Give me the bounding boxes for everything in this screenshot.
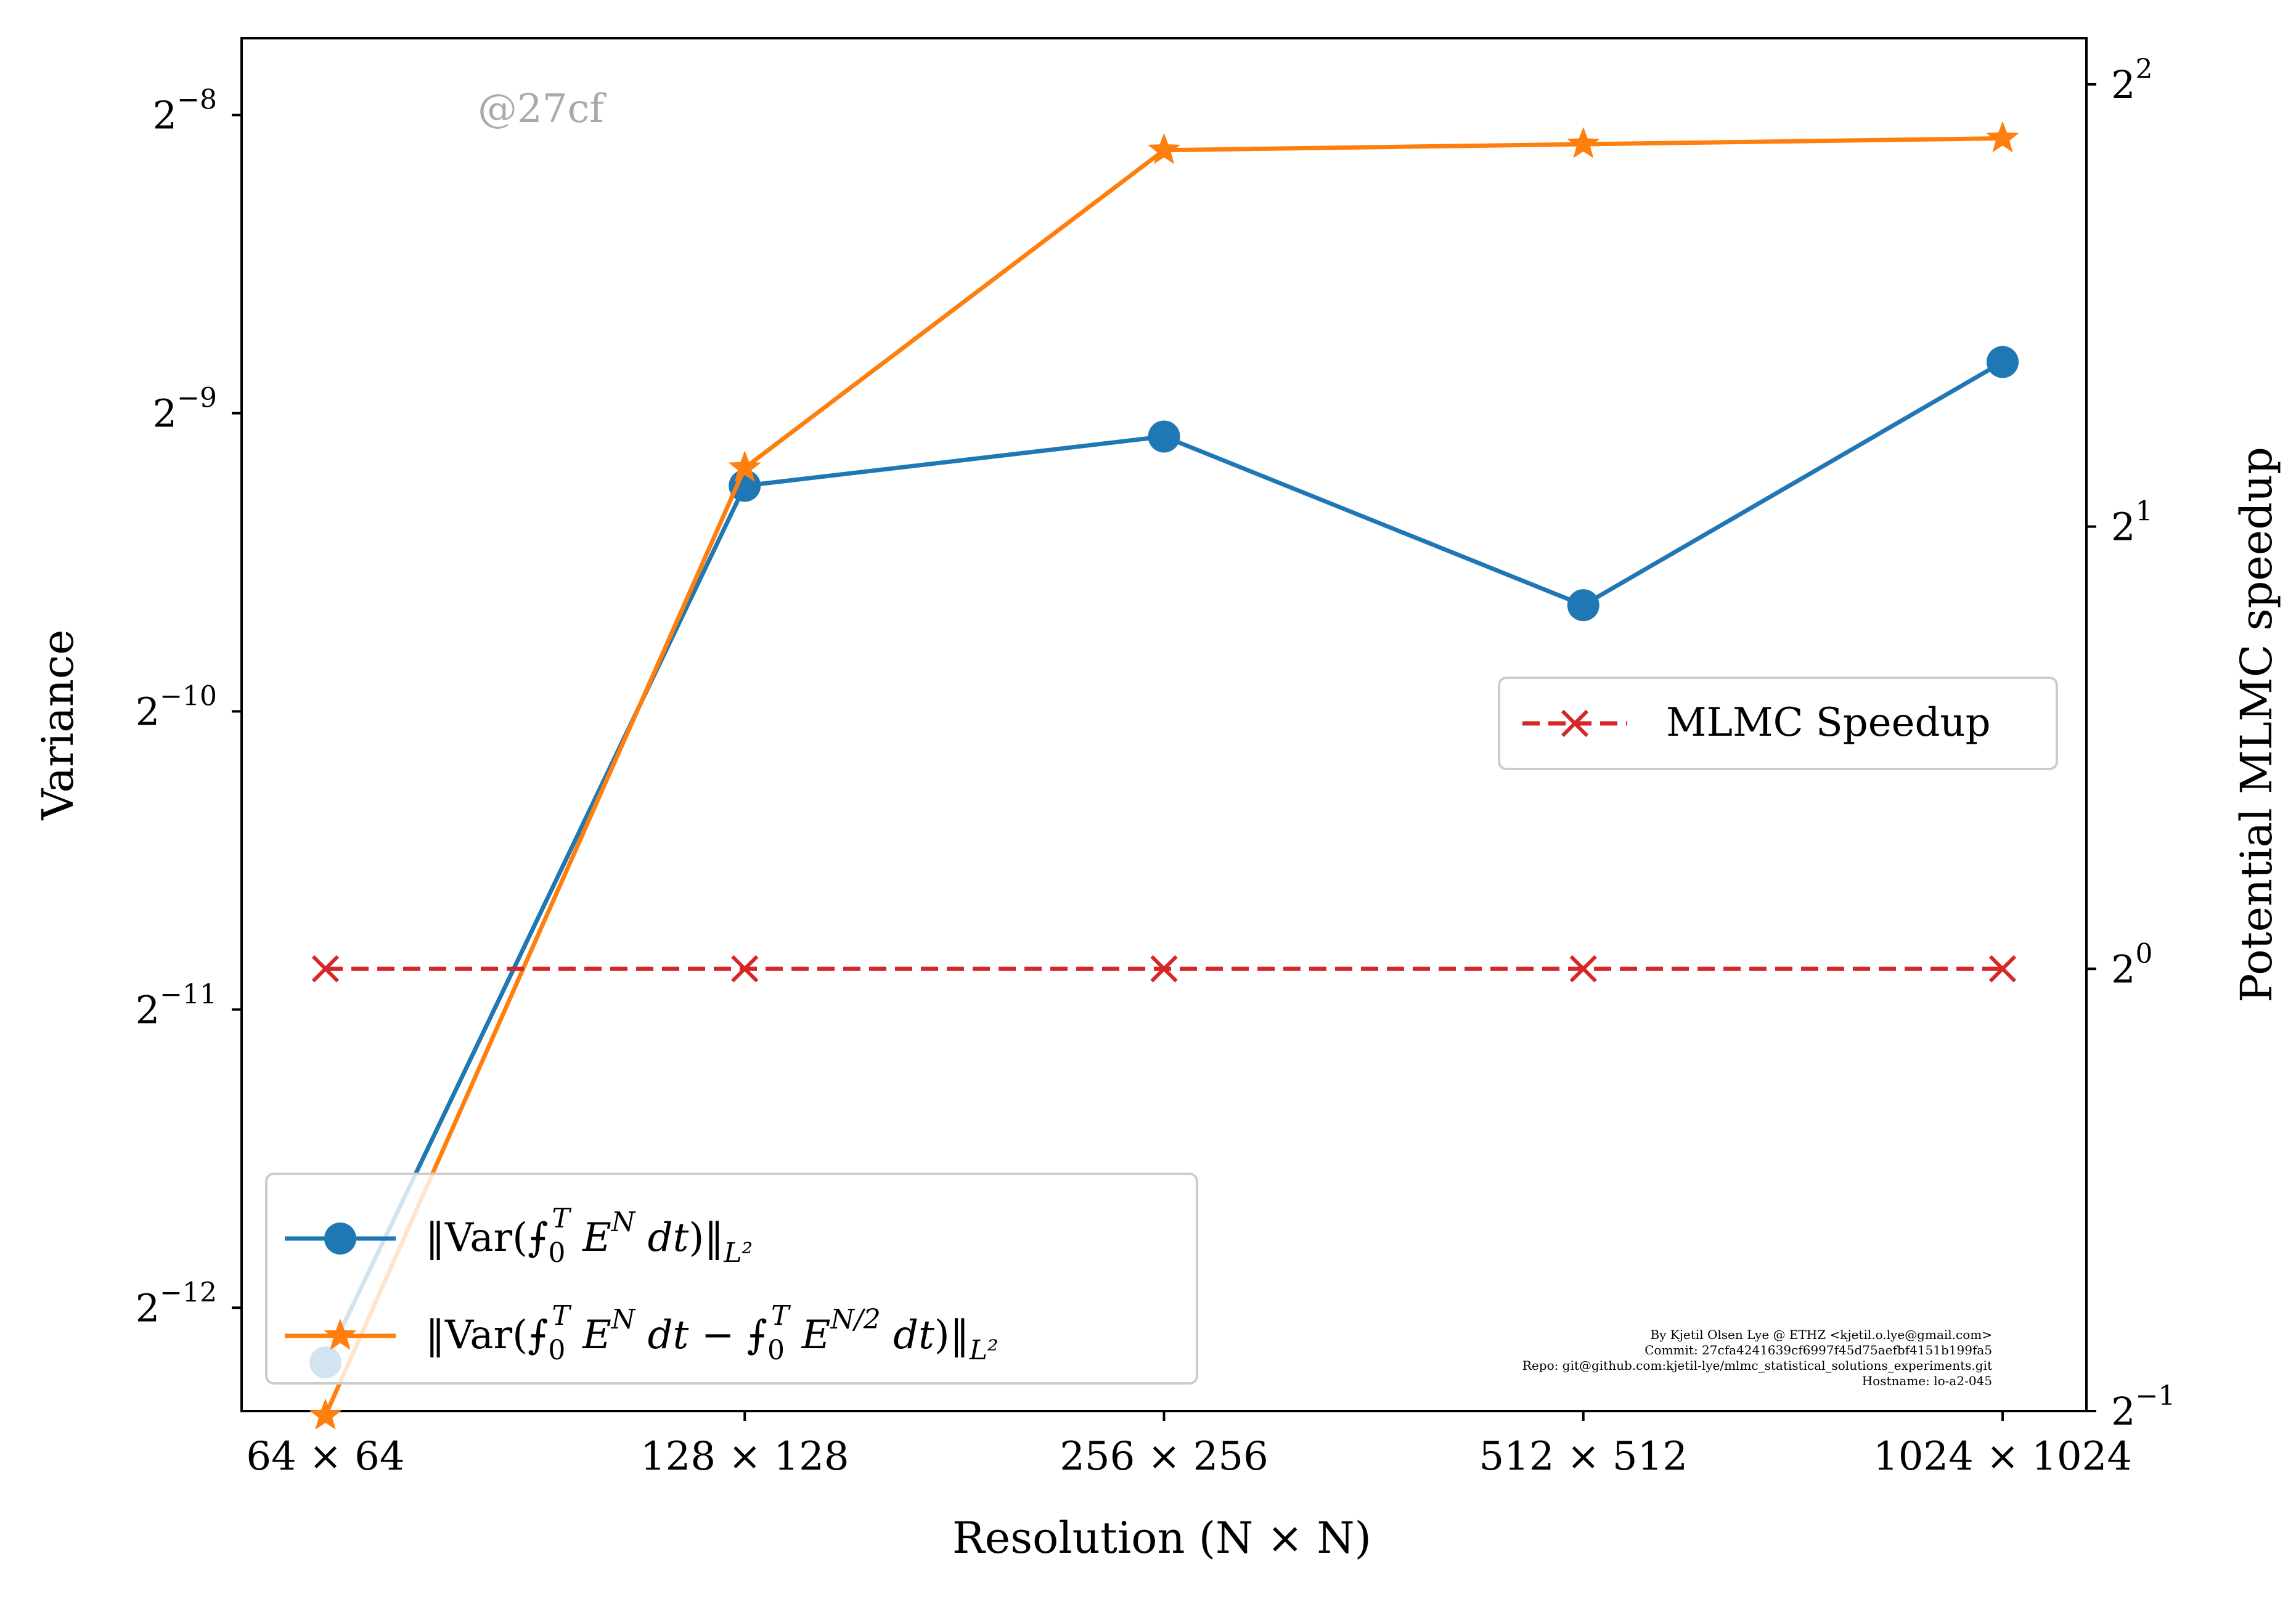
y2-tick-label: 20 [2111,938,2152,991]
y-tick-label: 2−10 [136,680,217,734]
legend-label: ‖Var(⨍0T EN dt − ⨍0T EN/2 dt)‖L² [425,1300,999,1366]
y-axis-label: Variance [33,629,83,820]
y-axis-left: 2−8 2−9 2−10 2−11 2−12 [136,84,242,1330]
footer-info: By Kjetil Olsen Lye @ ETHZ <kjetil.o.lye… [1522,1327,1992,1388]
data-point [731,955,759,983]
series-1 [309,121,2019,1430]
data-point [1147,132,1181,165]
legend-right-box [1498,677,2058,770]
footer-line-2: Commit: 27cfa4241639cf6997f45d75aefbf415… [1644,1343,1992,1357]
data-point [1567,589,1599,622]
y2-tick-label: 22 [2111,54,2152,107]
data-point [728,450,761,482]
data-point [1150,955,1178,983]
series-2 [311,955,2017,983]
x-axis: 64 × 64 128 × 128 256 × 256 512 × 512 1024 ×… [246,1411,2132,1479]
y-tick-label: 2−12 [136,1277,217,1330]
legend-left-box [265,1173,1198,1385]
series-layer [309,121,2019,1430]
watermark: @27cf [478,86,607,132]
y-axis-right: 22 21 20 2−1 [2086,54,2175,1434]
x-tick-label: 512 × 512 [1479,1434,1688,1479]
data-point [1569,955,1597,983]
legend-label: ‖Var(⨍0T EN dt)‖L² [425,1203,753,1269]
data-point [1567,127,1600,158]
x-tick-label: 128 × 128 [640,1434,849,1479]
y-tick-label: 2−11 [136,979,217,1032]
y-tick-label: 2−9 [153,383,217,436]
data-point [1987,346,2019,378]
footer-line-4: Hostname: lo-a2-045 [1862,1373,1992,1388]
data-point [1148,420,1180,453]
legend-left: ‖Var(⨍0T EN dt)‖L² ‖Var(⨍0T EN dt − ⨍0T E… [265,1173,1198,1385]
x-tick-label: 256 × 256 [1060,1434,1269,1479]
footer-line-1: By Kjetil Olsen Lye @ ETHZ <kjetil.o.lye… [1650,1327,1992,1342]
legend-swatch-marker [324,1223,356,1255]
footer-line-3: Repo: git@github.com:kjetil-lye/mlmc_sta… [1522,1358,1992,1373]
data-point [1986,121,2019,153]
x-tick-label: 64 × 64 [246,1434,404,1479]
y-tick-label: 2−8 [153,84,217,138]
legend-right: MLMC Speedup [1498,677,2058,770]
data-point [1988,955,2017,983]
legend-label: MLMC Speedup [1666,700,1991,746]
y2-tick-label: 2−1 [2111,1380,2175,1434]
y2-tick-label: 21 [2111,496,2152,550]
data-point [309,1398,342,1430]
x-axis-label: Resolution (N × N) [952,1513,1371,1563]
legend-swatch-marker [1561,709,1589,738]
legend-swatch-marker [324,1319,357,1350]
y2-axis-label: Potential MLMC speedup [2231,447,2282,1003]
x-tick-label: 1024 × 1024 [1873,1434,2132,1479]
data-point [311,955,340,983]
